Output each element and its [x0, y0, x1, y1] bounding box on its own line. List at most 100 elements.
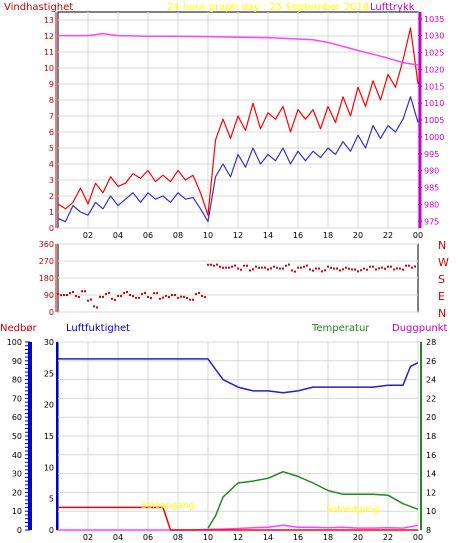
- pressure-tick: 975: [424, 217, 439, 226]
- direction-point: [117, 294, 119, 297]
- dewpoint-line: [58, 524, 419, 531]
- direction-point: [342, 268, 344, 271]
- humidity-tick: 40: [12, 451, 22, 460]
- direction-point: [138, 296, 140, 299]
- direction-point: [135, 296, 137, 299]
- direction-point: [171, 294, 173, 296]
- direction-point: [204, 296, 206, 299]
- direction-point: [285, 264, 287, 267]
- direction-point: [348, 267, 350, 270]
- direction-point: [291, 269, 293, 272]
- humidity-x-tick: 02: [83, 533, 93, 542]
- humidity-tick: 20: [12, 488, 22, 497]
- wind-left-tick: 3: [49, 176, 54, 185]
- direction-point: [90, 298, 92, 301]
- direction-point: [210, 263, 212, 266]
- rain-tick: 10: [44, 463, 54, 472]
- direction-point: [243, 264, 245, 267]
- wind-left-tick: 7: [49, 112, 54, 121]
- pressure-tick: 995: [424, 150, 439, 159]
- direction-point: [336, 267, 338, 270]
- direction-point: [156, 292, 158, 295]
- direction-point: [414, 265, 416, 268]
- temperature-tick: 22: [426, 394, 436, 403]
- wind-x-tick: 04: [113, 231, 123, 240]
- direction-point: [306, 264, 308, 267]
- direction-point: [123, 292, 125, 295]
- direction-point: [324, 269, 326, 272]
- pressure-tick: 1015: [424, 82, 444, 91]
- direction-point: [339, 269, 341, 272]
- humidity-x-tick: 20: [353, 533, 363, 542]
- direction-point: [150, 297, 152, 300]
- direction-point: [216, 263, 218, 266]
- direction-point: [363, 267, 365, 270]
- wind-left-tick: 9: [49, 80, 54, 89]
- wind-x-tick: 20: [353, 231, 363, 240]
- rain-tick: 30: [44, 338, 54, 347]
- humidity-tick: 90: [12, 357, 22, 366]
- direction-point: [303, 265, 305, 268]
- pressure-tick: 980: [424, 200, 439, 209]
- wind-left-tick: 1: [49, 208, 54, 217]
- direction-point: [162, 296, 164, 299]
- direction-point: [399, 267, 401, 270]
- temperature-tick: 8: [426, 526, 431, 535]
- rain-tick: 15: [44, 432, 54, 441]
- direction-point: [408, 264, 410, 267]
- humidity-x-tick: 08: [173, 533, 183, 542]
- compass-label: W: [438, 256, 449, 269]
- direction-point: [357, 270, 359, 273]
- direction-point: [192, 298, 194, 301]
- direction-point: [195, 293, 197, 296]
- wind-left-tick: 2: [49, 192, 54, 201]
- wind-left-label: Vindhastighet: [4, 2, 73, 13]
- direction-point: [120, 294, 122, 297]
- direction-point: [72, 290, 74, 293]
- direction-point: [108, 291, 110, 294]
- humidity-x-tick: 10: [203, 533, 213, 542]
- direction-point: [186, 297, 188, 300]
- direction-point: [351, 268, 353, 271]
- temperature-tick: 18: [426, 432, 436, 441]
- pressure-tick: 1020: [424, 65, 444, 74]
- direction-point: [99, 295, 101, 298]
- wind-x-tick: 10: [203, 231, 213, 240]
- wind-left-tick: 4: [49, 160, 54, 169]
- direction-point: [201, 294, 203, 297]
- wind-left-tick: 6: [49, 128, 54, 137]
- direction-point: [387, 265, 389, 268]
- pressure-tick: 1010: [424, 99, 444, 108]
- direction-tick: 270: [39, 257, 54, 266]
- pressure-tick: 1000: [424, 133, 444, 142]
- direction-point: [225, 266, 227, 269]
- direction-point: [333, 267, 335, 270]
- rain-line: [58, 506, 418, 531]
- direction-point: [231, 265, 233, 268]
- direction-point: [384, 267, 386, 270]
- humidity-x-tick: 14: [263, 533, 273, 542]
- wind-average-line: [57, 96, 419, 223]
- direction-point: [93, 305, 95, 308]
- wind-left-tick: 11: [44, 48, 54, 57]
- humidity-x-tick: 16: [293, 533, 303, 542]
- direction-point: [84, 290, 86, 293]
- direction-point: [207, 263, 209, 266]
- direction-point: [318, 267, 320, 270]
- direction-point: [288, 263, 290, 266]
- direction-point: [165, 294, 167, 297]
- direction-point: [255, 265, 257, 268]
- direction-point: [57, 293, 59, 296]
- humidity-tick: 10: [12, 507, 22, 516]
- direction-point: [96, 306, 98, 309]
- direction-point: [321, 270, 323, 273]
- direction-point: [267, 268, 269, 271]
- wind-x-tick: 06: [143, 231, 153, 240]
- direction-point: [402, 268, 404, 271]
- direction-tick: 180: [39, 274, 54, 283]
- direction-point: [189, 298, 191, 301]
- temperature-tick: 26: [426, 357, 436, 366]
- direction-point: [144, 291, 146, 294]
